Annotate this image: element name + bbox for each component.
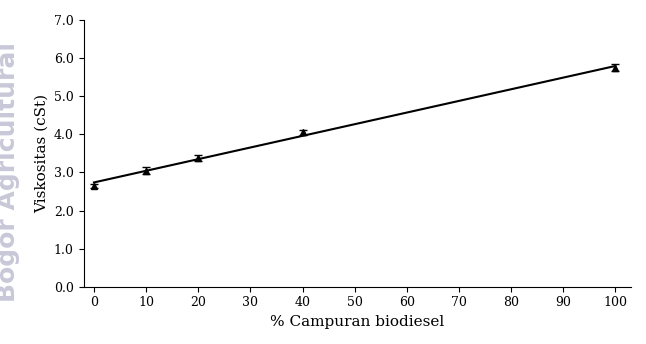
Text: Bogor Agricultural: Bogor Agricultural bbox=[0, 42, 20, 302]
X-axis label: % Campuran biodiesel: % Campuran biodiesel bbox=[270, 315, 444, 329]
Y-axis label: Viskositas (cSt): Viskositas (cSt) bbox=[34, 94, 48, 213]
